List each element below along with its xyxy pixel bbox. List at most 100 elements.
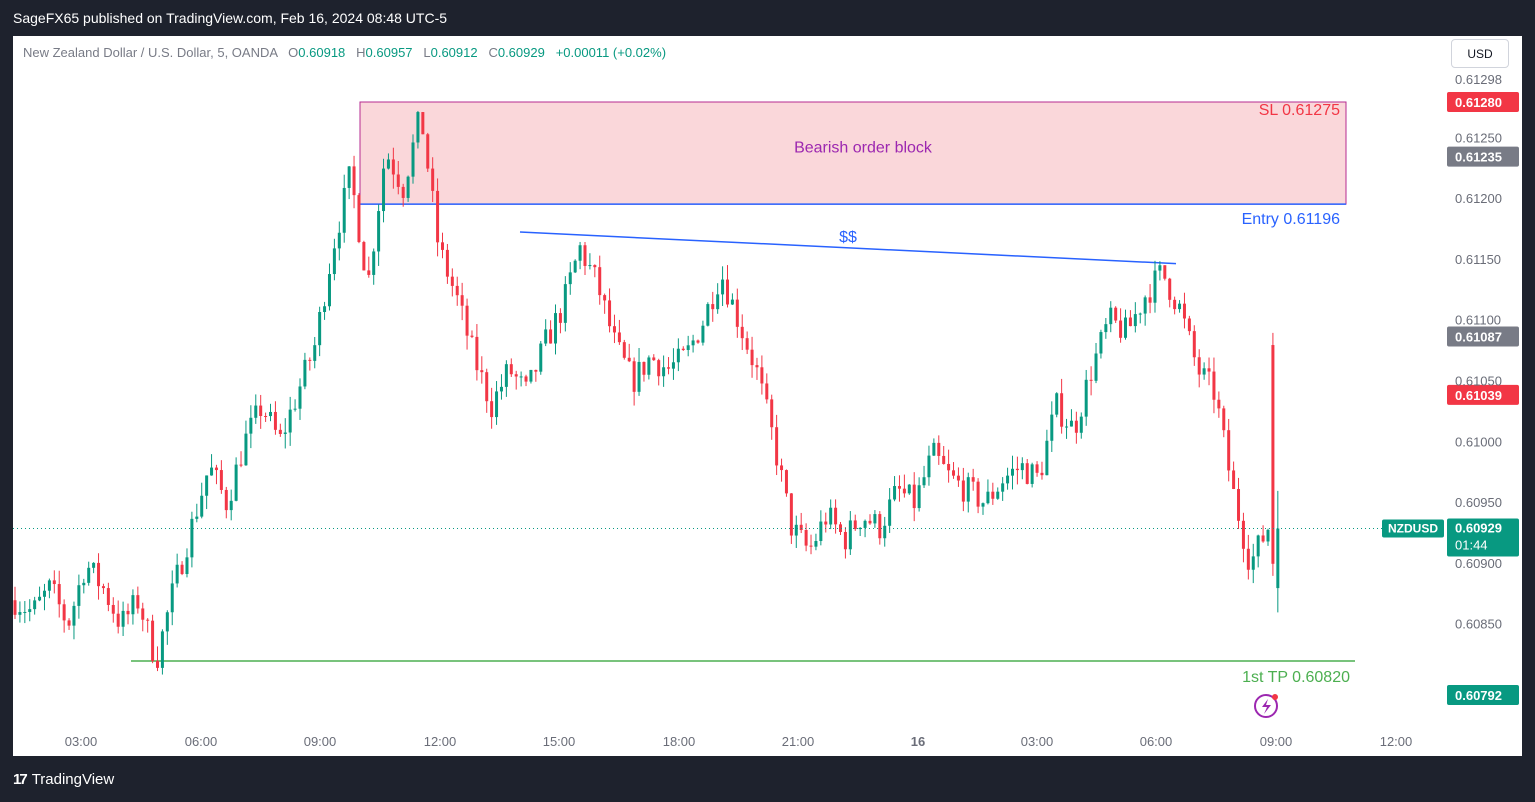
y-tick-label: 0.61000 <box>1455 434 1502 449</box>
candle-up <box>917 485 921 509</box>
price-tag <box>1447 92 1519 112</box>
candle-up <box>386 159 390 169</box>
candle-down <box>1222 408 1226 431</box>
candle-down <box>436 190 440 243</box>
candle-down <box>627 357 631 362</box>
candle-down <box>239 464 243 466</box>
candle-down <box>780 465 784 471</box>
symbol-tag-label: NZDUSD <box>1388 522 1438 536</box>
candle-down <box>421 112 425 135</box>
chart-frame[interactable]: Bearish order block SL 0.61275 Entry 0.611… <box>13 36 1522 756</box>
candle-up <box>121 610 125 627</box>
liquidity-label: $$ <box>839 229 857 246</box>
price-tag <box>1447 146 1519 167</box>
candle-up <box>47 580 51 591</box>
candle-down <box>1207 368 1211 372</box>
candle-up <box>1094 353 1098 381</box>
candle-down <box>853 520 857 530</box>
candle-up <box>229 500 233 511</box>
candle-down <box>146 619 150 621</box>
candle-up <box>372 251 376 275</box>
candle-down <box>775 427 779 466</box>
candle-up <box>288 409 292 433</box>
low-value: 0.60912 <box>430 45 478 60</box>
candle-down <box>455 285 459 296</box>
candle-down <box>224 489 228 511</box>
candle-up <box>637 361 641 392</box>
candle-down <box>136 595 140 609</box>
notification-dot <box>1272 694 1278 700</box>
candle-up <box>932 442 936 456</box>
y-tick-label: 0.61050 <box>1455 374 1502 389</box>
candle-up <box>981 503 985 507</box>
price-chart[interactable]: Bearish order block SL 0.61275 Entry 0.611… <box>13 36 1522 756</box>
y-tick-label: 0.60850 <box>1455 617 1502 632</box>
candle-down <box>1074 420 1078 433</box>
candle-down <box>401 186 405 198</box>
x-tick-label: 12:00 <box>424 734 457 749</box>
candle-up <box>716 294 720 310</box>
candle-down <box>843 531 847 550</box>
candle-up <box>406 176 410 198</box>
candle-down <box>106 588 110 605</box>
candle-up <box>33 600 37 610</box>
candle-down <box>583 245 587 266</box>
candle-down <box>97 562 101 587</box>
candle-up <box>1266 529 1270 542</box>
candle-up <box>1069 420 1073 427</box>
tradingview-logo[interactable]: 17 TradingView <box>13 770 114 788</box>
candle-down <box>1212 371 1216 400</box>
candle-up <box>927 455 931 478</box>
publish-info: SageFX65 published on TradingView.com, F… <box>13 10 448 26</box>
candle-up <box>1202 368 1206 375</box>
candle-up <box>588 265 592 267</box>
candle-down <box>617 332 621 343</box>
candle-down <box>445 249 449 277</box>
publish-header: SageFX65 published on TradingView.com, F… <box>0 0 1535 36</box>
candle-up <box>1143 297 1147 314</box>
candle-down <box>450 276 454 286</box>
candle-down <box>799 524 803 531</box>
high-label: H <box>356 45 366 60</box>
candle-down <box>111 604 115 614</box>
candle-up <box>234 464 238 501</box>
candle-up <box>298 386 302 409</box>
footer-bar: 17 TradingView <box>0 756 1535 802</box>
candle-down <box>1187 318 1191 332</box>
candle-down <box>622 342 626 358</box>
candle-down <box>1197 357 1201 375</box>
candle-up <box>377 211 381 252</box>
candle-down <box>465 305 469 336</box>
candle-down <box>1261 535 1265 542</box>
candle-down <box>1271 345 1275 564</box>
y-tick-label: 0.60900 <box>1455 556 1502 571</box>
candle-up <box>1006 475 1010 484</box>
candle-up <box>504 364 508 387</box>
candle-up <box>170 583 174 613</box>
candle-down <box>1232 470 1236 489</box>
candle-up <box>1178 303 1182 310</box>
symbol-tag <box>1382 519 1444 538</box>
candle-up <box>1099 332 1103 354</box>
open-value: 0.60918 <box>298 45 346 60</box>
candle-up <box>1251 556 1255 570</box>
candle-up <box>337 232 341 249</box>
candle-down <box>1246 548 1250 570</box>
countdown-label: 01:44 <box>1455 538 1488 553</box>
candle-up <box>686 345 690 350</box>
candle-down <box>1227 430 1231 471</box>
candle-down <box>696 340 700 343</box>
candle-down <box>878 514 882 539</box>
candle-up <box>1050 414 1054 441</box>
candle-down <box>278 429 282 434</box>
candle-down <box>603 295 607 301</box>
candle-up <box>1104 324 1108 333</box>
candle-down <box>524 376 528 382</box>
currency-button[interactable]: USD <box>1451 39 1509 68</box>
candle-down <box>1015 468 1019 471</box>
open-label: O <box>288 45 299 60</box>
candle-down <box>952 470 956 476</box>
candle-down <box>13 600 17 615</box>
candle-up <box>190 518 194 558</box>
candle-down <box>1148 297 1152 303</box>
